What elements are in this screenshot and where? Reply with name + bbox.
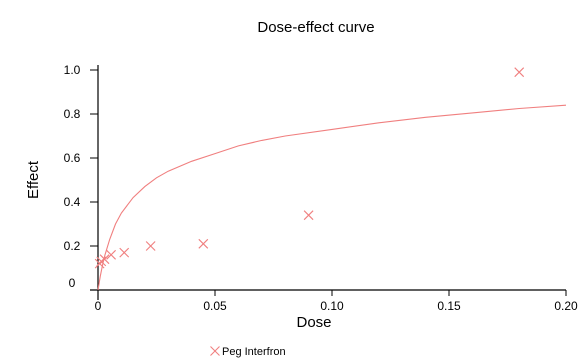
x-tick-label: 0.15 <box>437 299 461 313</box>
data-point-x-marker <box>303 210 314 221</box>
y-tick-label: 0.6 <box>64 151 81 165</box>
x-tick-label: 0.10 <box>320 299 344 313</box>
legend-label: Peg Interfron <box>222 346 286 358</box>
x-axis-title: Dose <box>296 314 331 331</box>
x-tick-label: 0.20 <box>554 299 578 313</box>
y-axis: 0 0.2 0.4 0.6 0.8 1.0 <box>64 63 99 300</box>
y-tick-label: 1.0 <box>64 63 81 77</box>
data-point-x-marker <box>145 241 156 251</box>
y-tick-label: 0.4 <box>64 195 81 209</box>
legend: Peg Interfron <box>210 346 286 358</box>
data-points <box>94 67 525 269</box>
legend-marker-x-icon <box>210 346 220 356</box>
y-axis-title: Effect <box>25 160 42 199</box>
chart-title: Dose-effect curve <box>257 19 374 36</box>
data-point-x-marker <box>106 249 116 260</box>
data-point-x-marker <box>514 67 525 78</box>
x-axis: 0 0.05 0.10 0.15 0.20 <box>90 289 578 313</box>
y-tick-label: 0.2 <box>64 239 81 253</box>
data-point-x-marker <box>99 254 110 265</box>
y-tick-label: 0 <box>69 276 76 290</box>
fit-curve-line <box>97 104 567 291</box>
x-tick-label: 0 <box>95 299 102 313</box>
data-point-x-marker <box>119 247 130 258</box>
fit-curve <box>97 104 567 291</box>
data-point-x-marker <box>198 238 209 249</box>
x-tick-label: 0.05 <box>203 299 227 313</box>
y-tick-label: 0.8 <box>64 107 81 121</box>
